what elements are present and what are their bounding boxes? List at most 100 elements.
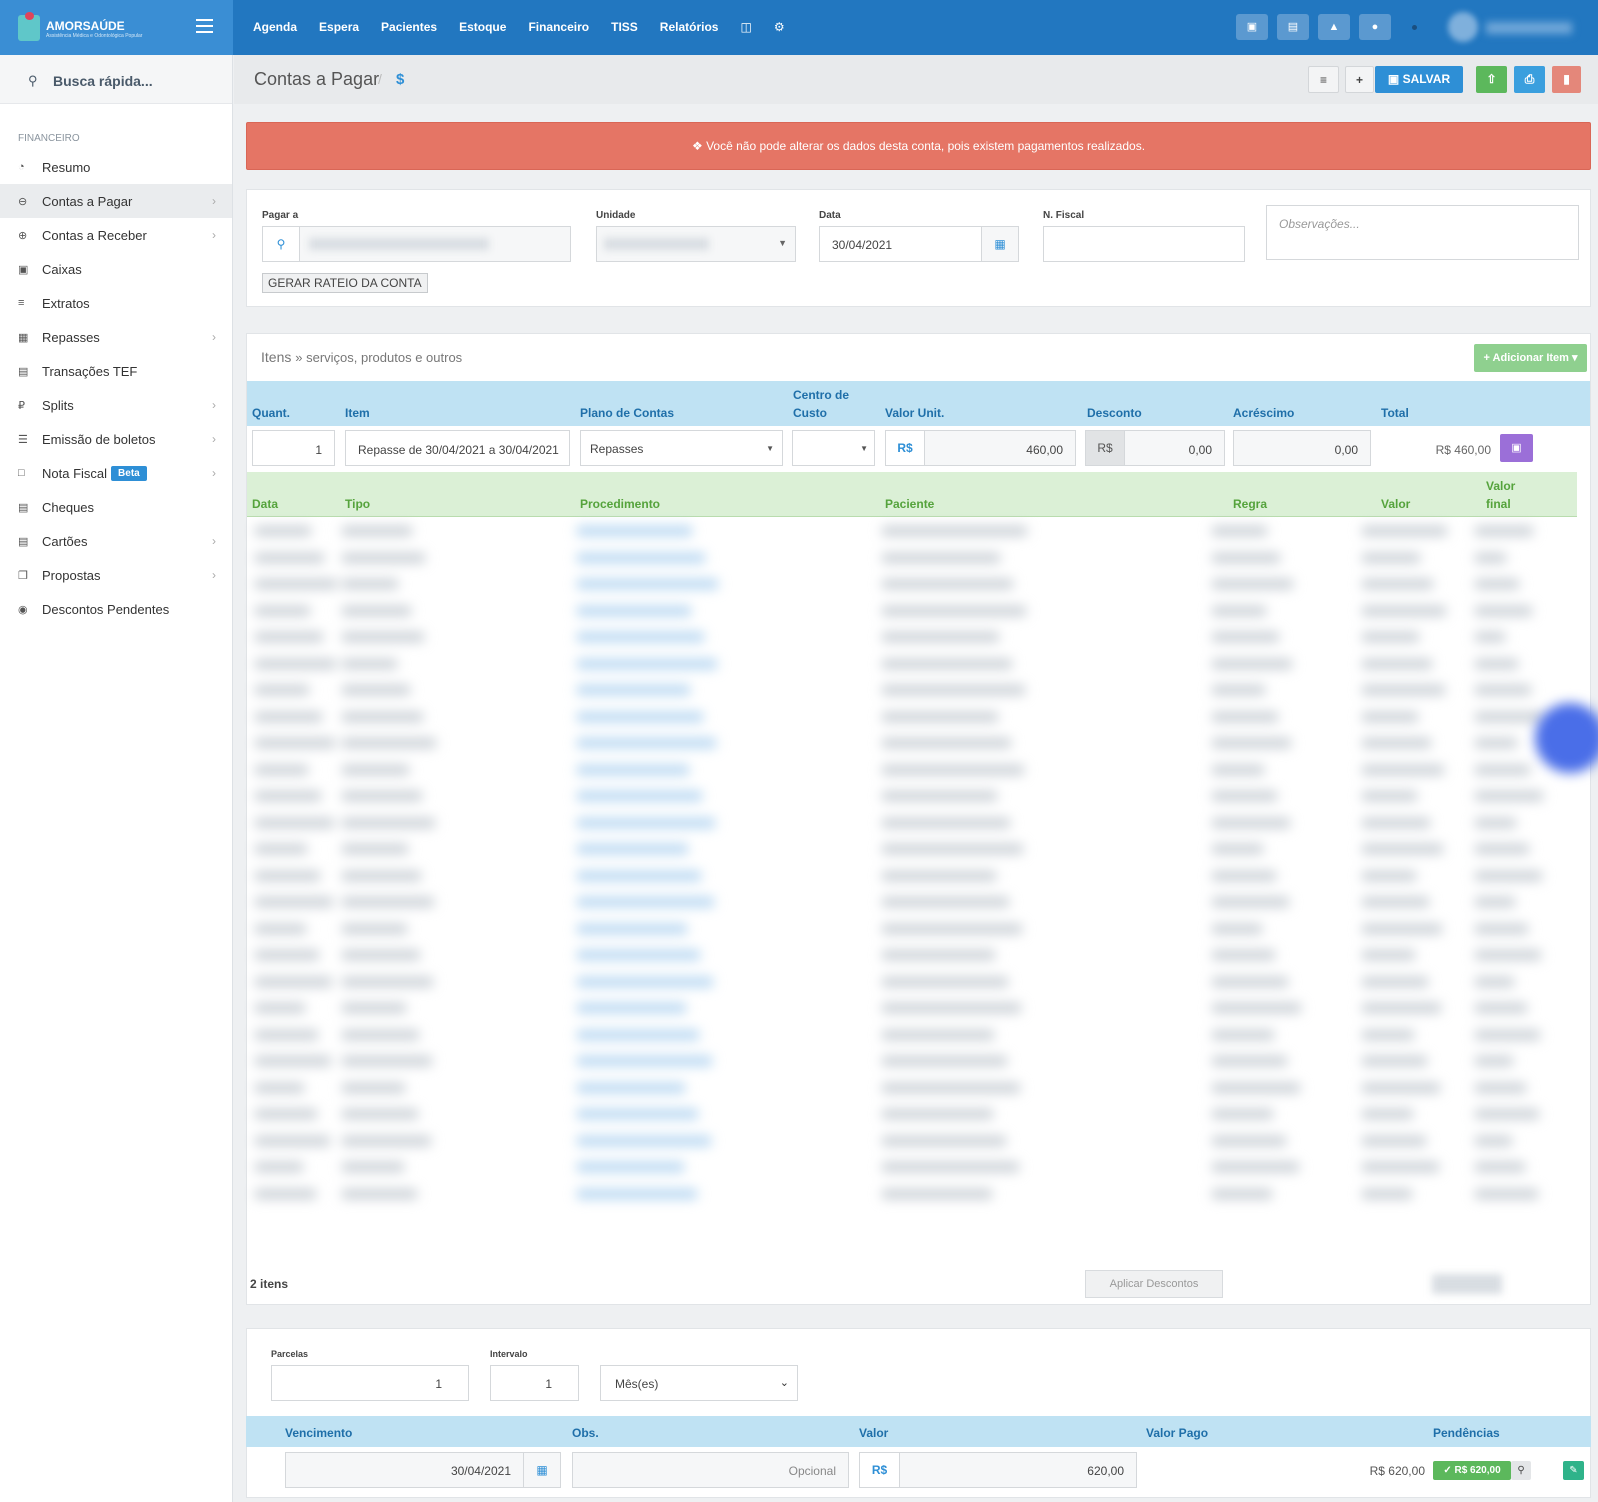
blurred-cell	[1362, 923, 1442, 934]
database-icon[interactable]: ◫	[740, 20, 752, 34]
user-name-blurred[interactable]	[1486, 22, 1572, 34]
print-button[interactable]: ⎙	[1514, 66, 1545, 93]
valor-unit-input[interactable]: 460,00	[924, 430, 1076, 466]
blurred-cell	[577, 976, 713, 987]
repasse-detail-header	[247, 472, 1577, 517]
search-icon[interactable]: ⚲	[262, 226, 300, 262]
camera-button[interactable]: ▣	[1500, 434, 1533, 462]
col-acrescimo: Acréscimo	[1233, 406, 1295, 420]
gear-icon[interactable]: ⚙	[773, 20, 785, 34]
table-row	[247, 1075, 1577, 1101]
nav-relatorios[interactable]: Relatórios	[659, 20, 719, 34]
inst-valor-input[interactable]: 620,00	[899, 1452, 1137, 1488]
main-nav: Agenda Espera Pacientes Estoque Financei…	[253, 20, 807, 34]
nav-tiss[interactable]: TISS	[611, 20, 638, 34]
parcelas-label: Parcelas	[271, 1349, 309, 1359]
parcelas-input[interactable]: 1	[271, 1365, 469, 1401]
sidebar-item-transacoes-tef[interactable]: ▤ Transações TEF	[18, 363, 138, 379]
col-centro-2: Custo	[793, 406, 827, 420]
col-total: Total	[1381, 406, 1409, 420]
apply-discount-button[interactable]: Aplicar Descontos	[1085, 1270, 1223, 1298]
sidebar-item-descontos-pendentes[interactable]: ◉ Descontos Pendentes	[18, 601, 170, 617]
card-icon[interactable]: ▤	[1277, 14, 1309, 40]
sidebar-item-emissao-de-boletos[interactable]: ☰ Emissão de boletos ›	[18, 431, 216, 447]
sidebar-item-splits[interactable]: ₽ Splits ›	[18, 397, 216, 413]
inbox-icon[interactable]: ▣	[1236, 14, 1268, 40]
table-row	[247, 624, 1577, 650]
blurred-cell	[577, 526, 692, 536]
sidebar-item-contas-a-pagar[interactable]: ⊖ Contas a Pagar ›	[0, 184, 232, 218]
quant-input[interactable]: 1	[252, 430, 335, 466]
blurred-cell	[255, 923, 306, 934]
blurred-cell	[1475, 844, 1529, 854]
chevron-right-icon: ›	[212, 432, 216, 446]
table-row	[247, 916, 1577, 942]
pagar-a-blurred-value	[309, 238, 489, 250]
sidebar-item-extratos[interactable]: ≡ Extratos	[18, 295, 90, 311]
beta-badge: Beta	[111, 465, 147, 481]
save-button[interactable]: ▣ SALVAR	[1375, 66, 1463, 93]
chat-icon[interactable]: ●	[1359, 14, 1391, 40]
sidebar-item-propostas[interactable]: ❐ Propostas ›	[18, 567, 216, 583]
sidebar-item-cheques[interactable]: ▤ Cheques	[18, 499, 95, 515]
nav-financeiro[interactable]: Financeiro	[528, 20, 590, 34]
nav-estoque[interactable]: Estoque	[459, 20, 507, 34]
blurred-cell	[1362, 844, 1443, 854]
nfiscal-input[interactable]	[1043, 226, 1245, 262]
blurred-cell	[1362, 764, 1444, 775]
nav-espera[interactable]: Espera	[319, 20, 360, 34]
blurred-cell	[255, 1082, 304, 1093]
add-item-button[interactable]: + Adicionar Item ▾	[1474, 344, 1587, 372]
nav-agenda[interactable]: Agenda	[253, 20, 298, 34]
plano-select[interactable]: Repasses ▼	[580, 430, 783, 466]
centro-custo-select[interactable]: ▼	[792, 430, 875, 466]
blurred-cell	[882, 817, 1010, 828]
menu-toggle-icon[interactable]	[196, 19, 213, 33]
delete-button[interactable]: ▮	[1552, 66, 1581, 93]
blurred-cell	[1362, 817, 1430, 828]
item-input[interactable]: Repasse de 30/04/2021 a 30/04/2021	[345, 430, 570, 466]
table-row	[247, 598, 1577, 624]
blurred-cell	[1475, 897, 1515, 907]
acrescimo-input[interactable]: 0,00	[1233, 430, 1371, 466]
blurred-cell	[255, 579, 337, 589]
blurred-cell	[342, 738, 436, 748]
period-select[interactable]: Mês(es) ⌄	[600, 1365, 798, 1401]
blurred-cell	[882, 579, 1013, 589]
zoom-button[interactable]: ⚲	[1511, 1461, 1531, 1480]
logo-heart-icon	[25, 12, 34, 20]
bell-icon[interactable]: ▲	[1318, 14, 1350, 40]
calendar-icon[interactable]: ▦	[523, 1452, 561, 1488]
intervalo-input[interactable]: 1	[490, 1365, 579, 1401]
avatar[interactable]	[1448, 12, 1478, 42]
edit-installment-button[interactable]: ✎	[1563, 1461, 1584, 1480]
blurred-cell	[255, 738, 335, 748]
list-button[interactable]: ≡	[1308, 66, 1339, 93]
data-input[interactable]: 30/04/2021	[819, 226, 982, 262]
desconto-input[interactable]: 0,00	[1124, 430, 1225, 466]
add-button[interactable]: +	[1345, 66, 1374, 93]
check-icon: ✓	[1443, 1465, 1452, 1476]
sidebar-item-resumo[interactable]: ◔ Resumo	[18, 159, 91, 175]
sidebar-item-nota-fiscal[interactable]: □ Nota Fiscal Beta ›	[18, 465, 216, 481]
desconto-currency-addon[interactable]: R$	[1085, 430, 1125, 466]
observacoes-textarea[interactable]: Observações...	[1266, 205, 1579, 260]
calendar-icon[interactable]: ▦	[981, 226, 1019, 262]
sidebar-item-caixas[interactable]: ▣ Caixas	[18, 261, 82, 277]
blurred-cell	[1362, 738, 1431, 748]
status-dot	[1412, 25, 1417, 30]
upload-button[interactable]: ⇧	[1476, 66, 1507, 93]
sidebar-item-cartoes[interactable]: ▤ Cartões ›	[18, 533, 216, 549]
alert-banner: ❖ Você não pode alterar os dados desta c…	[246, 122, 1591, 170]
sidebar-item-contas-a-receber[interactable]: ⊕ Contas a Receber ›	[18, 227, 216, 243]
obs-input[interactable]: Opcional	[572, 1452, 849, 1488]
sidebar-item-repasses[interactable]: ▦ Repasses ›	[18, 329, 216, 345]
quick-search[interactable]: ⚲ Busca rápida...	[0, 55, 232, 104]
item-total: R$ 460,00	[1435, 443, 1491, 457]
floating-chat-button[interactable]	[1535, 703, 1598, 773]
vencimento-input[interactable]: 30/04/2021	[285, 1452, 524, 1488]
blurred-cell	[1212, 844, 1263, 854]
nav-pacientes[interactable]: Pacientes	[381, 20, 438, 34]
gerar-rateio-button[interactable]: GERAR RATEIO DA CONTA	[262, 273, 428, 293]
blurred-cell	[1212, 791, 1277, 801]
